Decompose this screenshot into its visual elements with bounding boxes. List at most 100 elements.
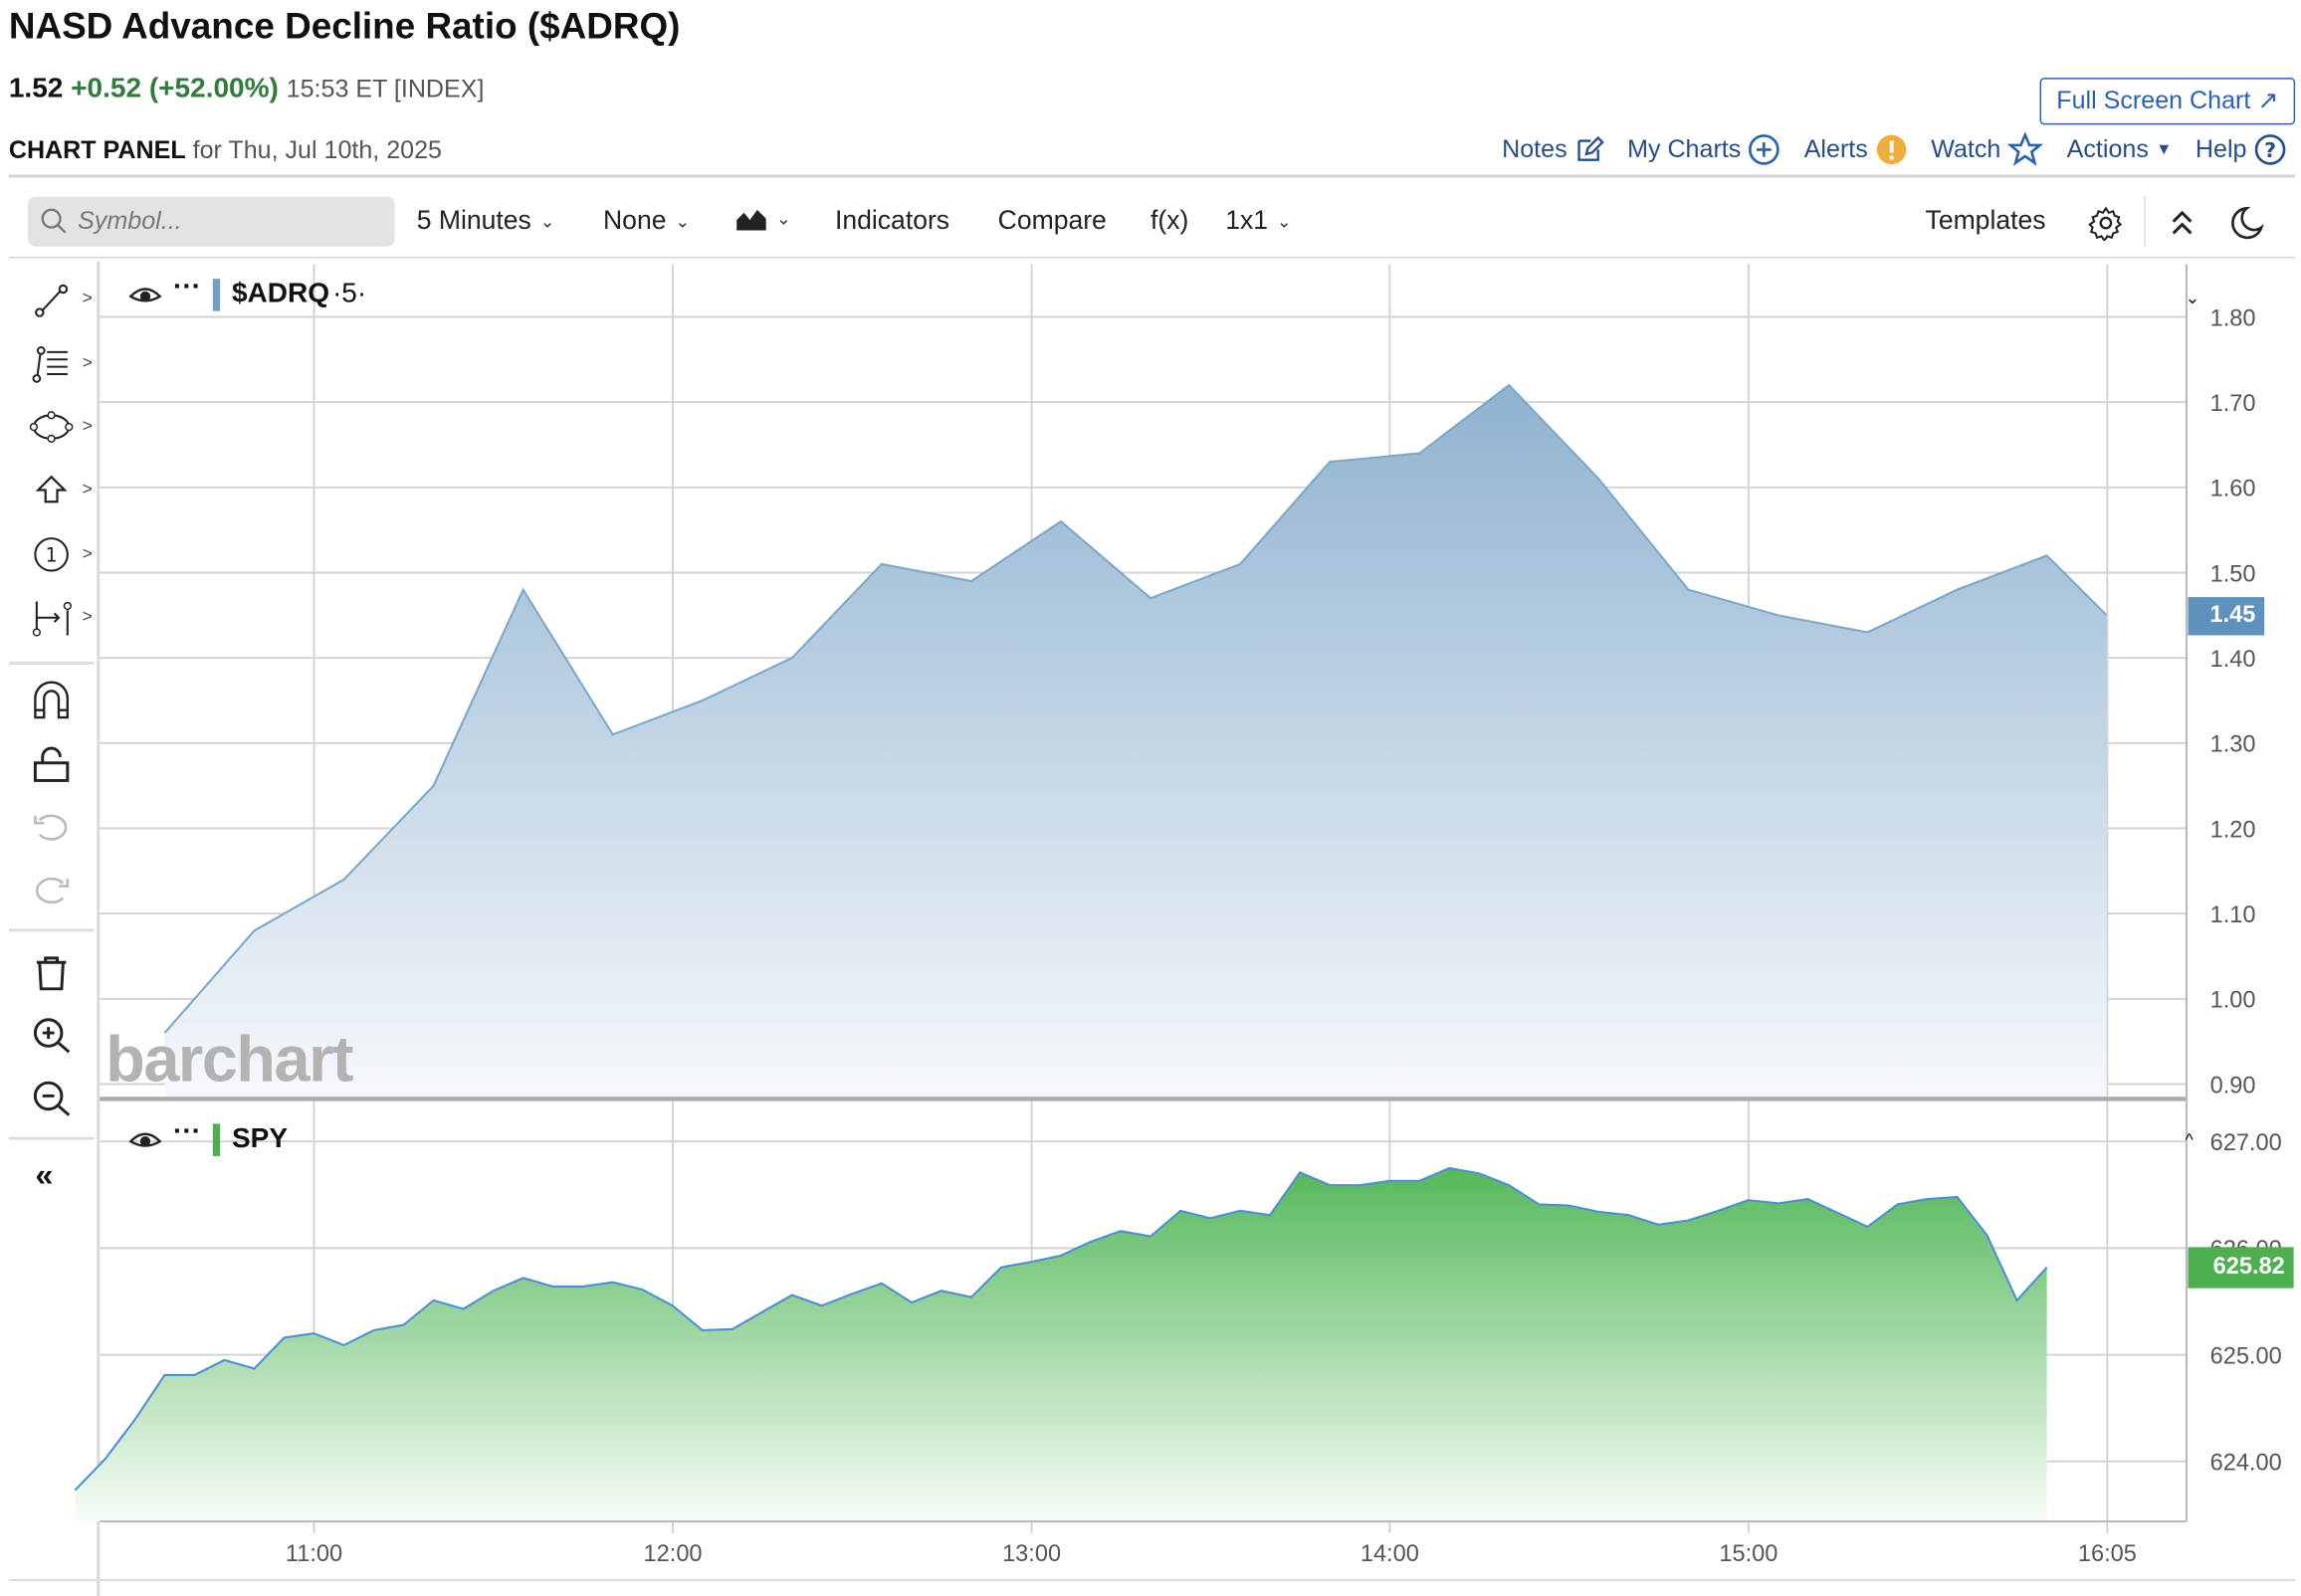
y-tick-label: 1.70 xyxy=(2210,390,2256,416)
area-chart-icon xyxy=(736,209,766,231)
chart-toolbar: Symbol... 5 Minutes ⌄ None ⌄ ⌄ Indicators … xyxy=(0,196,2301,250)
help-link[interactable]: Help? xyxy=(2196,133,2286,165)
eye-icon[interactable] xyxy=(128,285,162,305)
actions-label: Actions xyxy=(2066,134,2149,163)
x-tick-label: 16:05 xyxy=(2078,1540,2137,1566)
adrq-interval: ·5· xyxy=(331,279,367,310)
toolbar-divider-bottom xyxy=(8,257,2296,259)
measure-tool-icon[interactable] xyxy=(29,596,73,640)
chevron-right-icon[interactable]: > xyxy=(82,415,93,436)
zoom-out-icon[interactable] xyxy=(29,1077,73,1120)
y-tick-label: 0.90 xyxy=(2210,1072,2256,1097)
spy-line xyxy=(74,1166,2048,1492)
sidebar-divider xyxy=(8,928,95,932)
spy-area-fill xyxy=(75,1167,2047,1522)
adrq-legend: ··· $ADRQ ·5· xyxy=(128,272,367,311)
chevron-right-icon[interactable]: > xyxy=(82,605,93,627)
watch-label: Watch xyxy=(1931,134,2001,163)
full-screen-chart-button[interactable]: Full Screen Chart ↗ xyxy=(2039,78,2296,125)
sidebar-divider xyxy=(8,661,95,665)
indicators-button[interactable]: Indicators xyxy=(835,205,949,236)
compare-label: Compare xyxy=(997,205,1107,235)
spy-symbol: SPY xyxy=(231,1123,289,1155)
y-tick-label: 627.00 xyxy=(2210,1129,2282,1155)
trash-icon[interactable] xyxy=(29,950,73,994)
collapse-up-icon[interactable] xyxy=(2168,207,2196,239)
y-tick-label: 1.30 xyxy=(2210,731,2256,757)
aggregation-select[interactable]: None ⌄ xyxy=(603,205,690,236)
chevron-down-icon: ⌄ xyxy=(1276,210,1292,232)
watch-link[interactable]: Watch xyxy=(1931,131,2044,167)
shapes-tool-icon[interactable] xyxy=(29,405,74,449)
svg-text:?: ? xyxy=(2264,138,2276,162)
last-price: 1.52 xyxy=(8,73,64,104)
caret-down-icon: ▼ xyxy=(2156,140,2173,159)
settings-gear-icon[interactable] xyxy=(2088,205,2123,241)
x-tick-label: 11:00 xyxy=(286,1540,342,1566)
more-options-icon[interactable]: ··· xyxy=(172,271,201,302)
magnet-icon[interactable] xyxy=(29,678,73,721)
y-tick-label: 1.20 xyxy=(2210,816,2256,842)
redo-icon[interactable] xyxy=(29,869,73,912)
sidebar-divider xyxy=(8,1136,95,1140)
svg-text:1: 1 xyxy=(46,544,58,567)
my-charts-link[interactable]: My Charts xyxy=(1627,133,1780,165)
function-button[interactable]: f(x) xyxy=(1150,205,1188,236)
search-placeholder: Symbol... xyxy=(78,206,182,235)
interval-select[interactable]: 5 Minutes ⌄ xyxy=(417,205,555,236)
help-icon: ? xyxy=(2254,134,2286,165)
eye-icon[interactable] xyxy=(128,1129,162,1150)
trend-line-tool-icon[interactable] xyxy=(29,279,73,322)
chevron-down-icon: ⌄ xyxy=(675,210,691,232)
spy-last-price-badge: 625.82 xyxy=(2188,1247,2294,1289)
notes-link[interactable]: Notes xyxy=(1502,134,1604,164)
alerts-link[interactable]: Alerts xyxy=(1804,133,1908,165)
pane-expand-chevron-icon[interactable]: ^ xyxy=(2185,1129,2194,1151)
panel-title: CHART PANEL xyxy=(8,136,186,165)
more-options-icon[interactable]: ··· xyxy=(172,1116,201,1148)
actions-menu[interactable]: Actions ▼ xyxy=(2067,135,2173,164)
search-icon xyxy=(41,208,67,234)
y-tick-label: 1.60 xyxy=(2210,476,2256,501)
full-screen-label: Full Screen Chart xyxy=(2056,86,2251,115)
external-arrow-icon: ↗ xyxy=(2257,86,2279,115)
notes-label: Notes xyxy=(1502,134,1568,163)
adrq-line xyxy=(163,383,2108,1034)
chevron-right-icon[interactable]: > xyxy=(82,542,93,564)
function-label: f(x) xyxy=(1150,205,1189,235)
barchart-watermark: barchart xyxy=(105,1024,353,1097)
dark-mode-moon-icon[interactable] xyxy=(2226,204,2264,242)
panel-date: for Thu, Jul 10th, 2025 xyxy=(192,136,443,165)
zoom-in-icon[interactable] xyxy=(29,1014,73,1058)
spy-legend: ··· SPY xyxy=(128,1116,289,1156)
chevron-right-icon[interactable]: > xyxy=(82,351,93,373)
pane-collapse-chevron-icon[interactable]: ⌄ xyxy=(2185,288,2200,308)
price-change: +0.52 (+52.00%) xyxy=(71,73,279,104)
layout-select[interactable]: 1x1 ⌄ xyxy=(1225,205,1291,236)
y-tick-label: 1.40 xyxy=(2210,646,2256,672)
undo-icon[interactable] xyxy=(29,806,73,850)
chevron-right-icon[interactable]: > xyxy=(82,288,93,308)
star-icon xyxy=(2007,131,2044,166)
unlock-icon[interactable] xyxy=(29,742,73,786)
y-tick-label: 1.50 xyxy=(2210,560,2256,586)
compare-button[interactable]: Compare xyxy=(998,205,1107,236)
collapse-sidebar-icon[interactable]: « xyxy=(35,1155,54,1193)
templates-label: Templates xyxy=(1925,205,2046,235)
layout-label: 1x1 xyxy=(1225,205,1269,235)
quote-time: 15:53 ET [INDEX] xyxy=(286,75,485,103)
arrow-up-tool-icon[interactable] xyxy=(29,470,73,513)
numbered-marker-tool-icon[interactable]: 1 xyxy=(29,532,73,576)
alerts-label: Alerts xyxy=(1803,134,1868,163)
x-tick-label: 15:00 xyxy=(1719,1540,1778,1566)
edit-icon xyxy=(1577,135,1604,161)
fibonacci-tool-icon[interactable] xyxy=(29,342,73,386)
chart-type-select[interactable]: ⌄ xyxy=(735,205,791,232)
templates-button[interactable]: Templates xyxy=(1926,205,2046,236)
toolbar-divider xyxy=(2144,196,2146,247)
symbol-search-input[interactable]: Symbol... xyxy=(28,196,395,247)
chevron-right-icon[interactable]: > xyxy=(82,478,93,499)
page-title: NASD Advance Decline Ratio ($ADRQ) xyxy=(8,5,681,48)
